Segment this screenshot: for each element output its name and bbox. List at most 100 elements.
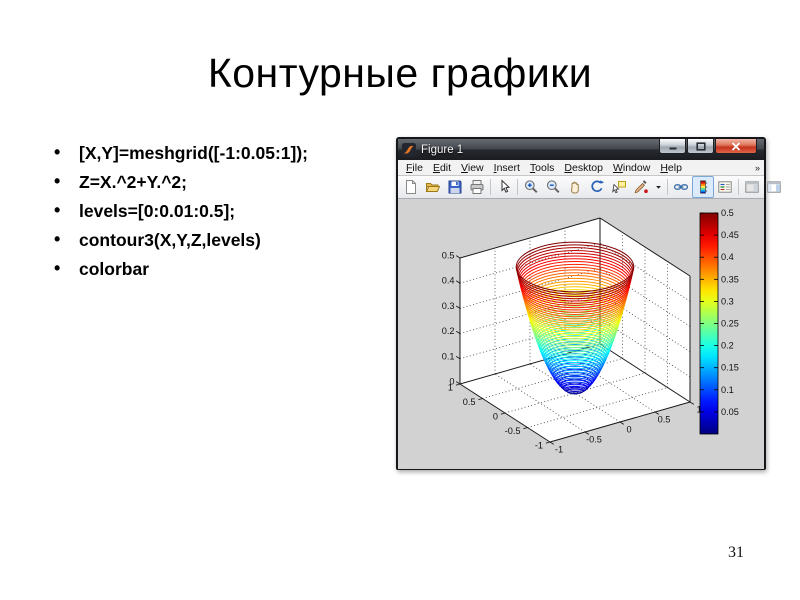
zoom-out-icon	[547, 180, 560, 194]
open-file-icon	[425, 183, 441, 192]
close-icon	[731, 141, 741, 151]
bullet-item: contour3(X,Y,Z,levels)	[46, 230, 386, 250]
bullet-text: contour3(X,Y,Z,levels)	[79, 230, 261, 250]
x-tick-label: 0	[626, 425, 631, 435]
minimize-button[interactable]	[659, 139, 686, 154]
save-figure-button[interactable]	[444, 176, 466, 198]
window-controls	[659, 139, 757, 154]
menu-overflow-chevron[interactable]: »	[754, 162, 760, 173]
window-title: Figure 1	[421, 143, 464, 156]
z-tick-label: 0.1	[442, 351, 455, 361]
z-tick-label: 0.3	[442, 301, 455, 311]
colorbar-tick-label: 0.5	[721, 208, 734, 218]
edit-plot-button[interactable]	[493, 176, 515, 198]
bullet-item: colorbar	[46, 259, 386, 279]
colorbar-tick-label: 0.35	[721, 274, 739, 284]
toolbar-separator	[490, 179, 491, 195]
menu-view[interactable]: View	[461, 161, 484, 174]
page-number: 31	[728, 544, 744, 561]
bullet-list: [X,Y]=meshgrid([-1:0.05:1]); Z=X.^2+Y.^2…	[46, 143, 386, 289]
save-figure-icon	[448, 180, 462, 194]
contour-rings	[515, 241, 635, 395]
pan-icon	[570, 181, 579, 194]
open-file-button[interactable]	[422, 176, 444, 198]
rotate-3d-icon	[591, 180, 605, 193]
y-tick-label: -1	[535, 441, 543, 451]
menu-file[interactable]: File	[406, 161, 423, 174]
z-tick-label: 0.5	[442, 251, 455, 261]
z-tick-label: 0	[449, 377, 454, 387]
y-tick-label: 1	[448, 383, 453, 393]
contour3-plot: 0 0.1 0.2 0.3 0.4 0.5 1 0.5 0 -0.5 -1 -1 -0.5 0 0.5 1 0.…	[442, 208, 739, 455]
matlab-app-icon	[402, 142, 416, 157]
print-figure-icon	[470, 180, 484, 194]
y-tick-label: 0	[493, 412, 498, 422]
bullet-text: colorbar	[79, 259, 150, 279]
link-plot-icon	[673, 184, 689, 190]
bullet-item: Z=X.^2+Y.^2;	[46, 172, 386, 192]
menu-tools[interactable]: Tools	[529, 161, 555, 174]
zoom-in-icon	[525, 180, 538, 194]
toolbar	[398, 176, 781, 199]
x-tick-label: 0.5	[658, 415, 671, 425]
bullet-text: Z=X.^2+Y.^2;	[79, 172, 187, 192]
insert-legend-icon	[718, 181, 732, 193]
colorbar-tick-label: 0.05	[721, 407, 739, 417]
brush-button[interactable]	[630, 176, 652, 198]
colorbar-tick-label: 0.25	[721, 319, 739, 329]
z-tick-label: 0.2	[442, 326, 455, 336]
print-figure-button[interactable]	[466, 176, 488, 198]
colorbar-tick-label: 0.45	[721, 230, 739, 240]
data-cursor-button[interactable]	[608, 176, 630, 198]
x-tick-label: 1	[696, 405, 701, 415]
insert-colorbar-button[interactable]	[692, 176, 714, 198]
colorbar: 0.05 0.1 0.15 0.2 0.25 0.3 0.35 0.4 0.45 0.5	[699, 208, 739, 435]
colorbar-tick-label: 0.4	[721, 252, 734, 262]
colorbar-tick-label: 0.15	[721, 363, 739, 373]
bullet-text: [X,Y]=meshgrid([-1:0.05:1]);	[79, 143, 308, 163]
insert-colorbar-icon	[700, 180, 708, 194]
menu-desktop[interactable]: Desktop	[564, 161, 603, 174]
z-tick-label: 0.4	[442, 276, 455, 286]
show-plot-tools-button[interactable]	[763, 176, 785, 198]
brush-dropdown-caret-icon	[656, 185, 661, 189]
insert-legend-button[interactable]	[714, 176, 736, 198]
bullet-text: levels=[0:0.01:0.5];	[79, 201, 236, 221]
window-titlebar[interactable]: Figure 1	[398, 139, 764, 160]
brush-icon	[634, 180, 648, 194]
maximize-button[interactable]	[687, 139, 714, 154]
hide-plot-tools-button[interactable]	[741, 176, 763, 198]
pan-button[interactable]	[564, 176, 586, 198]
brush-dropdown-caret-button[interactable]	[652, 176, 665, 198]
figure-canvas[interactable]: 0 0.1 0.2 0.3 0.4 0.5 1 0.5 0 -0.5 -1 -1 -0.5 0 0.5 1 0.…	[398, 199, 764, 469]
x-tick-label: -1	[555, 445, 563, 455]
x-tick-label: -0.5	[586, 435, 602, 445]
rotate-3d-button[interactable]	[586, 176, 608, 198]
menu-window[interactable]: Window	[612, 161, 651, 174]
menu-bar: File Edit View Insert Tools Desktop Window Help…	[398, 160, 764, 176]
y-tick-label: -0.5	[505, 426, 521, 436]
zoom-in-button[interactable]	[520, 176, 542, 198]
y-tick-label: 0.5	[463, 397, 476, 407]
menu-insert[interactable]: Insert	[493, 161, 520, 174]
toolbar-separator	[738, 179, 739, 195]
bullet-item: [X,Y]=meshgrid([-1:0.05:1]);	[46, 143, 386, 163]
bullet-item: levels=[0:0.01:0.5];	[46, 201, 386, 221]
colorbar-tick-label: 0.1	[721, 385, 734, 395]
link-plot-button[interactable]	[670, 176, 692, 198]
close-button[interactable]	[715, 139, 757, 154]
zoom-out-button[interactable]	[542, 176, 564, 198]
toolbar-separator	[667, 179, 668, 195]
edit-plot-icon	[501, 179, 511, 193]
page-title: Контурные графики	[207, 50, 593, 96]
show-plot-tools-icon	[767, 181, 781, 193]
menu-help[interactable]: Help	[660, 161, 682, 174]
data-cursor-icon	[612, 181, 626, 194]
hide-plot-tools-icon	[745, 181, 759, 193]
maximize-icon	[695, 141, 706, 151]
axis-ticks: 0 0.1 0.2 0.3 0.4 0.5 1 0.5 0 -0.5 -1 -1 -0.5 0 0.5 1	[442, 251, 702, 455]
new-figure-button[interactable]	[400, 176, 422, 198]
menu-edit[interactable]: Edit	[432, 161, 452, 174]
minimize-icon	[669, 147, 676, 149]
